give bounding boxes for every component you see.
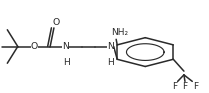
Text: O: O <box>52 18 60 27</box>
Text: N: N <box>62 42 69 51</box>
Text: NH₂: NH₂ <box>111 28 129 37</box>
Text: F: F <box>172 82 177 90</box>
Text: O: O <box>31 42 38 51</box>
Text: F: F <box>183 82 188 90</box>
Text: H: H <box>63 58 69 67</box>
Text: N: N <box>107 42 114 51</box>
Text: H: H <box>108 58 114 67</box>
Text: F: F <box>193 82 198 90</box>
